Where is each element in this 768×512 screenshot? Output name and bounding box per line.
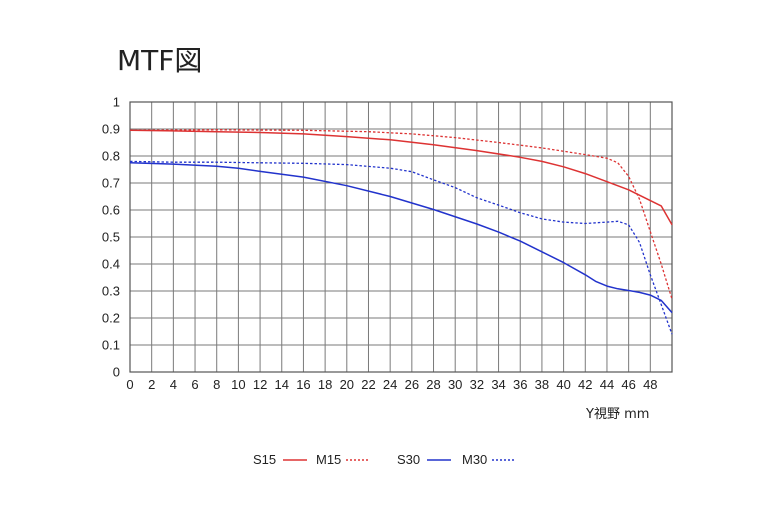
x-tick-label: 12 (253, 377, 267, 392)
x-tick-label: 48 (643, 377, 657, 392)
x-tick-label: 44 (600, 377, 614, 392)
series-lines (129, 129, 673, 335)
series-line-s15 (129, 129, 673, 226)
y-tick-label: 0.8 (102, 149, 120, 164)
legend-label-s30: S30 (397, 452, 420, 467)
x-tick-label: 8 (213, 377, 220, 392)
x-tick-label: 36 (513, 377, 527, 392)
legend-label-m15: M15 (316, 452, 341, 467)
x-tick-label: 26 (405, 377, 419, 392)
x-tick-label: 22 (361, 377, 375, 392)
y-tick-label: 0.5 (102, 230, 120, 245)
x-tick-label: 24 (383, 377, 397, 392)
y-tick-label: 1 (113, 95, 120, 110)
x-tick-label: 46 (621, 377, 635, 392)
x-tick-label: 16 (296, 377, 310, 392)
series-line-m30 (129, 160, 673, 335)
x-axis-label: Y視野 mm (585, 407, 649, 422)
grid (129, 101, 673, 373)
x-tick-label: 4 (170, 377, 177, 392)
chart-title: MTF図 (117, 44, 202, 77)
x-tick-label: 20 (340, 377, 354, 392)
x-tick-label: 28 (426, 377, 440, 392)
x-tick-label: 34 (491, 377, 505, 392)
y-tick-label: 0 (113, 365, 120, 380)
y-tick-label: 0.1 (102, 338, 120, 353)
x-tick-labels: 0 2 4 6 8 10 12 14 16 18 20 22 24 26 28 30 32 34 36 38 40 42 4… (126, 377, 657, 392)
y-tick-label: 0.2 (102, 311, 120, 326)
legend-label-m30: M30 (462, 452, 487, 467)
x-tick-label: 0 (126, 377, 133, 392)
legend-label-s15: S15 (253, 452, 276, 467)
y-tick-label: 0.4 (102, 257, 120, 272)
x-tick-label: 18 (318, 377, 332, 392)
x-tick-label: 40 (556, 377, 570, 392)
plot-frame (129, 101, 673, 373)
series-line-m15 (129, 129, 673, 300)
x-tick-label: 42 (578, 377, 592, 392)
legend: S15 M15 S30 M30 (253, 452, 516, 467)
x-tick-label: 38 (535, 377, 549, 392)
x-tick-label: 10 (231, 377, 245, 392)
y-tick-label: 0.6 (102, 203, 120, 218)
y-tick-label: 0.7 (102, 176, 120, 191)
y-tick-label: 0.3 (102, 284, 120, 299)
x-tick-label: 6 (191, 377, 198, 392)
x-tick-label: 32 (470, 377, 484, 392)
x-tick-label: 14 (275, 377, 289, 392)
y-tick-label: 0.9 (102, 122, 120, 137)
series-line-s30 (129, 162, 673, 314)
x-tick-label: 30 (448, 377, 462, 392)
plot-border (129, 101, 673, 373)
y-tick-labels: 0 0.1 0.2 0.3 0.4 0.5 0.6 0.7 0.8 0.9 1 (102, 95, 120, 380)
x-tick-label: 2 (148, 377, 155, 392)
